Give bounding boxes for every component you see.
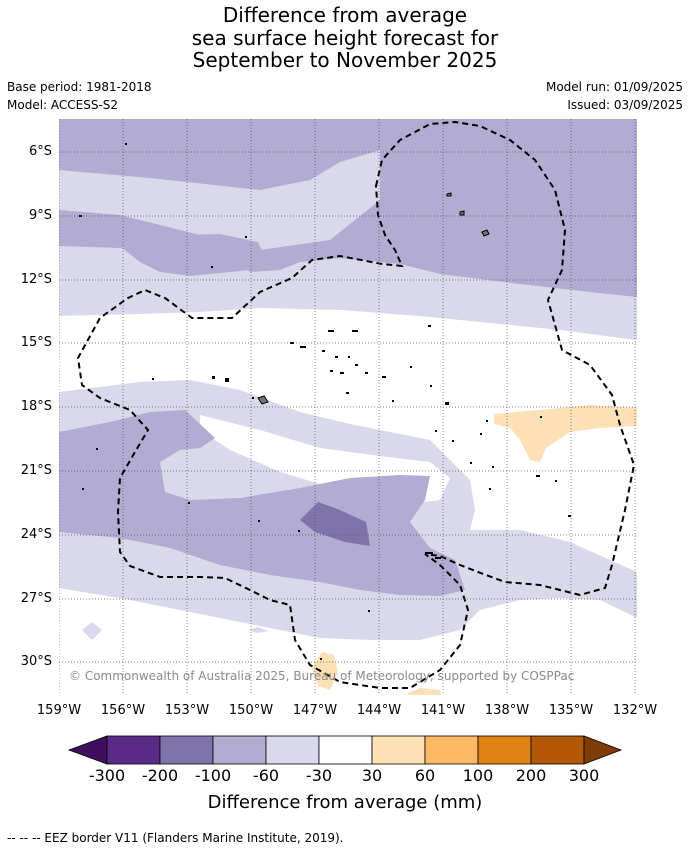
eez-border-east <box>76 120 636 689</box>
lat-label: 6°S <box>28 144 52 159</box>
model-run: Model run: 01/09/2025 <box>545 80 683 94</box>
lon-label: 147°W <box>292 703 338 718</box>
issued-date: Issued: 03/09/2025 <box>567 98 683 112</box>
island-dots <box>79 143 571 660</box>
colorbar-tick: 200 <box>515 766 547 785</box>
lat-label: 9°S <box>28 208 52 223</box>
colorbar-tick: -60 <box>252 766 280 785</box>
base-info: Base period: 1981-2018 Model: ACCESS-S2 <box>7 78 152 114</box>
colorbar-tick: 30 <box>361 766 383 785</box>
lon-label: 138°W <box>484 703 530 718</box>
anomaly-region-light-tiny <box>248 627 268 633</box>
colorbar-bin-3 <box>212 735 267 765</box>
anomaly-region-light-small <box>82 622 102 640</box>
colorbar <box>67 735 623 765</box>
lat-label: 30°S <box>20 654 52 669</box>
model-name: Model: ACCESS-S2 <box>7 98 119 112</box>
lon-label: 150°W <box>228 703 274 718</box>
map-title: Difference from average sea surface heig… <box>0 4 690 72</box>
lat-label: 24°S <box>20 527 52 542</box>
lat-label: 27°S <box>20 591 52 606</box>
colorbar-tick: -300 <box>88 766 126 785</box>
lon-label: 141°W <box>420 703 466 718</box>
map-panel <box>59 119 637 695</box>
lon-label: 156°W <box>100 703 146 718</box>
lon-label: 135°W <box>548 703 594 718</box>
colorbar-bin-7 <box>424 735 479 765</box>
lat-label: 18°S <box>20 399 52 414</box>
colorbar-bin-2 <box>159 735 214 765</box>
colorbar-title: Difference from average (mm) <box>207 792 483 813</box>
colorbar-bin-4 <box>265 735 320 765</box>
lon-label: 144°W <box>356 703 402 718</box>
lat-label: 12°S <box>20 272 52 287</box>
anomaly-region-medium-northwest <box>122 234 270 276</box>
colorbar-bin-8 <box>477 735 532 765</box>
anomaly-region-positive-east <box>494 405 637 462</box>
lon-label: 132°W <box>612 703 658 718</box>
colorbar-bin-9 <box>530 735 585 765</box>
colorbar-tick: -100 <box>194 766 232 785</box>
anomaly-region-medium-south <box>59 410 465 596</box>
colorbar-over-arrow <box>583 735 623 765</box>
anomaly-region-positive-bottom <box>408 688 442 695</box>
lon-label: 159°W <box>36 703 82 718</box>
island-group-1 <box>257 192 490 405</box>
colorbar-tick: -200 <box>141 766 179 785</box>
run-info: Model run: 01/09/2025 Issued: 03/09/2025 <box>546 78 683 114</box>
colorbar-tick: 100 <box>462 766 494 785</box>
colorbar-tick: -30 <box>305 766 333 785</box>
lat-label: 15°S <box>20 335 52 350</box>
anomaly-region-positive-south <box>312 652 338 690</box>
colorbar-bin-5 <box>318 735 373 765</box>
base-period: Base period: 1981-2018 <box>7 80 152 94</box>
colorbar-bin-6 <box>371 735 426 765</box>
lat-label: 21°S <box>20 463 52 478</box>
anomaly-region-strong-south <box>300 502 370 546</box>
title-line-3: September to November 2025 <box>192 48 498 72</box>
title-line-1: Difference from average <box>222 3 468 27</box>
colorbar-tick: 60 <box>414 766 436 785</box>
eez-footnote: -- -- -- EEZ border V11 (Flanders Marine… <box>7 831 344 845</box>
anomaly-region-light-hole <box>59 150 380 250</box>
colorbar-tick: 300 <box>568 766 600 785</box>
title-line-2: sea surface height forecast for <box>191 25 499 50</box>
colorbar-under-arrow <box>67 735 108 765</box>
graticule <box>59 119 637 695</box>
colorbar-bin-1 <box>106 735 161 765</box>
copyright-notice: © Commonwealth of Australia 2025, Bureau… <box>69 669 575 683</box>
lon-label: 153°W <box>164 703 210 718</box>
